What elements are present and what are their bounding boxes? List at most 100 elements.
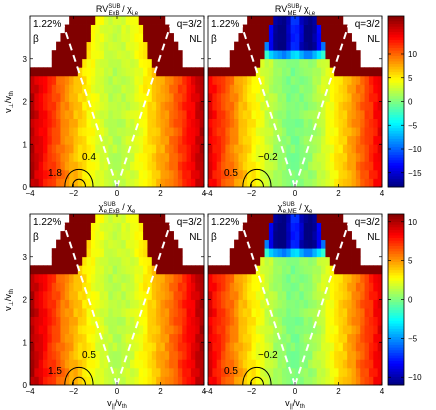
heatmap-cell bbox=[125, 50, 131, 60]
heatmap-cell bbox=[338, 169, 344, 179]
heatmap-cell bbox=[212, 92, 218, 102]
heatmap-cell bbox=[229, 325, 235, 335]
heatmap-cell bbox=[125, 282, 131, 292]
heatmap-cell bbox=[260, 256, 265, 266]
heatmap-cell bbox=[95, 299, 100, 309]
heatmap-cell bbox=[34, 342, 40, 352]
heatmap-cell bbox=[90, 67, 96, 77]
heatmap-cell bbox=[69, 178, 74, 188]
heatmap-cell bbox=[134, 41, 140, 51]
heatmap-cell bbox=[125, 24, 131, 34]
heatmap-cell bbox=[121, 178, 127, 188]
panel-title: RVSUB ME / χi,e bbox=[275, 4, 316, 17]
heatmap-cell bbox=[316, 144, 322, 154]
heatmap-cell bbox=[64, 273, 70, 283]
heatmap-cell bbox=[238, 273, 244, 283]
heatmap-cell bbox=[281, 67, 287, 77]
heatmap-cell bbox=[329, 222, 335, 232]
heatmap-cell bbox=[260, 144, 265, 154]
heatmap-cell bbox=[86, 222, 92, 232]
heatmap-cell bbox=[190, 299, 196, 309]
heatmap-cell bbox=[351, 325, 357, 335]
heatmap-cell bbox=[377, 299, 383, 309]
heatmap-cell bbox=[195, 161, 201, 171]
heatmap-cell bbox=[281, 127, 287, 137]
colorbar-swatch bbox=[388, 160, 404, 164]
heatmap-cell bbox=[247, 239, 252, 249]
heatmap-cell bbox=[86, 359, 92, 369]
heatmap-cell bbox=[295, 342, 300, 352]
heatmap-cell bbox=[73, 282, 79, 292]
heatmap-cell bbox=[334, 231, 339, 241]
heatmap-cell bbox=[286, 144, 292, 154]
heatmap-cell bbox=[338, 342, 344, 352]
heatmap-cell bbox=[60, 41, 66, 51]
heatmap-cell bbox=[173, 359, 179, 369]
heatmap-cell bbox=[173, 118, 179, 128]
heatmap-cell bbox=[242, 342, 248, 352]
x-tick-label: −4 bbox=[203, 189, 213, 198]
heatmap-cell bbox=[121, 33, 127, 43]
heatmap-cell bbox=[247, 265, 252, 275]
heatmap-cell bbox=[299, 256, 305, 266]
heatmap-cell bbox=[47, 144, 53, 154]
x-tick-label: 0 bbox=[115, 387, 120, 396]
heatmap-cell bbox=[247, 273, 252, 283]
heatmap-cell bbox=[368, 342, 374, 352]
heatmap-cell bbox=[286, 248, 292, 258]
heatmap-cell bbox=[281, 265, 287, 275]
heatmap-cell bbox=[173, 256, 179, 266]
heatmap-cell bbox=[251, 325, 257, 335]
heatmap-cell bbox=[334, 359, 339, 369]
heatmap-cell bbox=[108, 265, 114, 275]
heatmap-cell bbox=[56, 299, 61, 309]
heatmap-cell bbox=[99, 178, 105, 188]
heatmap-cell bbox=[151, 222, 157, 232]
heatmap-cell bbox=[103, 24, 109, 34]
heatmap-cell bbox=[90, 41, 96, 51]
heatmap-cell bbox=[125, 290, 131, 300]
heatmap-cell bbox=[251, 359, 257, 369]
heatmap-cell bbox=[103, 359, 109, 369]
heatmap-cell bbox=[316, 24, 322, 34]
heatmap-cell bbox=[30, 359, 35, 369]
heatmap-cell bbox=[351, 342, 357, 352]
heatmap-cell bbox=[281, 58, 287, 68]
heatmap-cell bbox=[190, 84, 196, 94]
heatmap-cell bbox=[125, 308, 131, 317]
heatmap-cell bbox=[286, 178, 292, 188]
heatmap-cell bbox=[212, 265, 218, 275]
heatmap-cell bbox=[242, 144, 248, 154]
heatmap-cell bbox=[329, 92, 335, 102]
heatmap-cell bbox=[143, 110, 148, 119]
heatmap-cell bbox=[195, 144, 201, 154]
heatmap-cell bbox=[134, 350, 140, 360]
heatmap-cell bbox=[255, 376, 261, 386]
heatmap-cell bbox=[69, 299, 74, 309]
heatmap-cell bbox=[112, 248, 118, 258]
heatmap-cell bbox=[156, 84, 161, 94]
heatmap-cell bbox=[164, 265, 170, 275]
heatmap-cell bbox=[121, 316, 127, 326]
heatmap-cell bbox=[360, 367, 365, 377]
heatmap-cell bbox=[112, 152, 118, 162]
heatmap-cell bbox=[216, 161, 222, 171]
heatmap-cell bbox=[112, 67, 118, 77]
heatmap-cell bbox=[121, 16, 127, 25]
heatmap-cell bbox=[316, 248, 322, 258]
heatmap-cell bbox=[364, 308, 370, 317]
heatmap-cell bbox=[342, 359, 348, 369]
heatmap-cell bbox=[216, 333, 222, 343]
heatmap-cell bbox=[130, 299, 135, 309]
heatmap-cell bbox=[303, 84, 309, 94]
heatmap-cell bbox=[329, 376, 335, 386]
heatmap-cell bbox=[334, 161, 339, 171]
heatmap-cell bbox=[334, 256, 339, 266]
colorbar-swatch bbox=[388, 26, 404, 30]
heatmap-cell bbox=[277, 299, 283, 309]
heatmap-cell bbox=[364, 67, 370, 77]
heatmap-cell bbox=[95, 222, 100, 232]
heatmap-cell bbox=[268, 359, 274, 369]
heatmap-cell bbox=[90, 84, 96, 94]
heatmap-cell bbox=[186, 376, 192, 386]
